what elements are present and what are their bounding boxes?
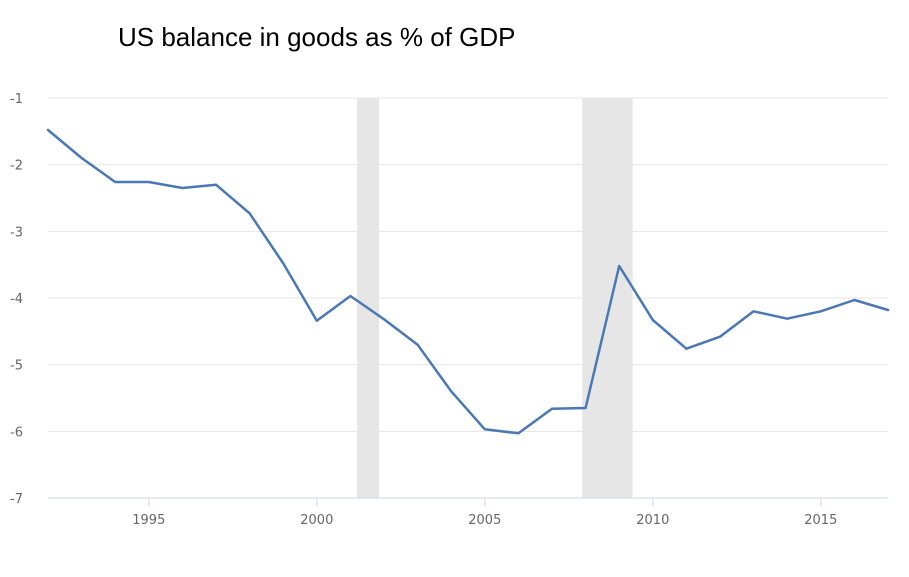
x-tick-label: 1995 — [132, 513, 165, 528]
y-tick-label: -2 — [10, 159, 23, 174]
series-lines — [46, 128, 890, 435]
chart-title: US balance in goods as % of GDP — [118, 22, 516, 52]
y-tick-label: -6 — [10, 425, 23, 440]
gridlines — [48, 97, 888, 499]
series-line-1 — [46, 128, 890, 435]
y-tick-label: -7 — [10, 492, 23, 507]
x-tick-label: 2010 — [636, 513, 669, 528]
y-tick-label: -5 — [10, 359, 23, 374]
y-tick-label: -4 — [10, 292, 23, 307]
x-axis-ticks: 1995 2000 2005 2010 2015 — [132, 498, 837, 528]
x-tick-label: 2015 — [804, 513, 837, 528]
y-tick-label: -3 — [10, 225, 23, 240]
y-tick-label: -1 — [10, 92, 23, 107]
x-tick-label: 2005 — [468, 513, 501, 528]
y-axis-ticks: -1 -2 -3 -4 -5 -6 -7 — [10, 92, 23, 507]
x-tick-label: 2000 — [300, 513, 333, 528]
